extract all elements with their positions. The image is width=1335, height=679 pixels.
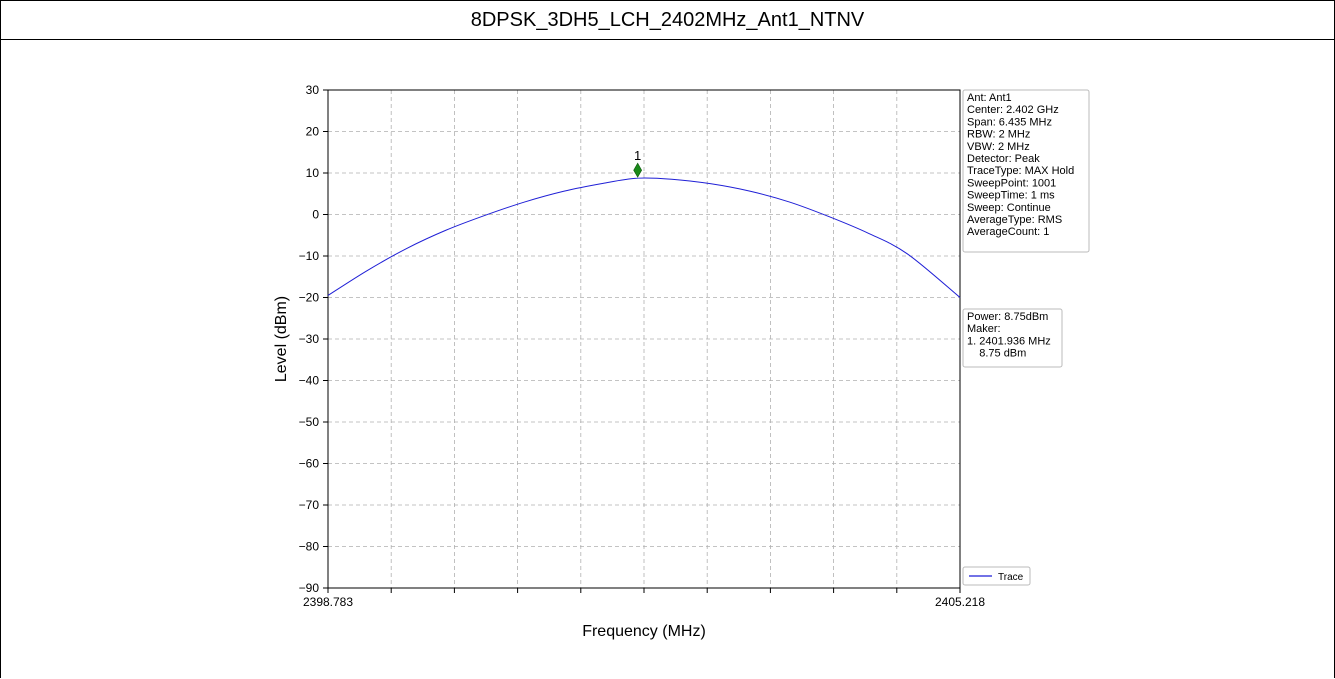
info-box-line: SweepPoint: 1001 [967,177,1056,189]
info-box-line: SweepTime: 1 ms [967,190,1055,202]
info-box-frame [962,89,1090,253]
y-tick-label: −80 [299,540,320,554]
y-tick-label: 10 [306,166,320,180]
info-box-line: RBW: 2 MHz [967,129,1030,141]
legend: Trace [962,566,1031,586]
info-box-line: Span: 6.435 MHz [967,116,1052,128]
info-box-line: Sweep: Continue [967,202,1051,214]
info-box-line: AverageCount: 1 [967,226,1049,238]
y-tick-label: −60 [299,457,320,471]
info-box-line: AverageType: RMS [967,214,1062,226]
y-tick-label: −40 [299,374,320,388]
y-tick-label: −50 [299,415,320,429]
y-tick-label: −70 [299,498,320,512]
x-axis-title: Frequency (MHz) [582,623,706,640]
grid [328,90,960,588]
legend-label-trace: Trace [998,572,1024,583]
info-box-line: Center: 2.402 GHz [967,104,1059,116]
marker-box-frame [962,308,1063,368]
series-line-trace [327,177,961,298]
chart-background [250,40,1100,677]
y-tick-label: 20 [306,125,320,139]
y-tick-label: −20 [299,291,320,305]
y-tick-label: 30 [306,83,320,97]
info-box-line: Ant: Ant1 [967,92,1012,104]
axis-ticks: 2398.783 2405.218 30 20 10 0 −10 −20 −30 −40 −50 −6… [299,83,986,609]
page-title: 8DPSK_3DH5_LCH_2402MHz_Ant1_NTNV [1,1,1334,40]
y-axis-title: Level (dBm) [273,296,290,382]
marker-box-line: 8.75 dBm [967,348,1026,360]
marker-label: 1 [634,148,641,163]
info-box-line: Detector: Peak [967,153,1040,165]
x-tick-label: 2398.783 [303,595,353,609]
marker-box-line: Maker: [967,323,1001,335]
legend-frame [962,566,1031,586]
marker-box-line: Power: 8.75dBm [967,311,1048,323]
marker-diamond-icon [633,162,643,178]
y-tick-label: −10 [299,249,320,263]
series [327,177,961,298]
info-box-line: VBW: 2 MHz [967,141,1030,153]
info-box-line: TraceType: MAX Hold [967,165,1074,177]
y-tick-label: −30 [299,332,320,346]
marker: 1 [633,148,643,178]
plot-area-border [327,89,961,589]
y-tick-label: 0 [312,208,319,222]
x-tick-label: 2405.218 [935,595,985,609]
marker-box-line: 1. 2401.936 MHz [967,335,1051,347]
y-tick-label: −90 [299,581,320,595]
